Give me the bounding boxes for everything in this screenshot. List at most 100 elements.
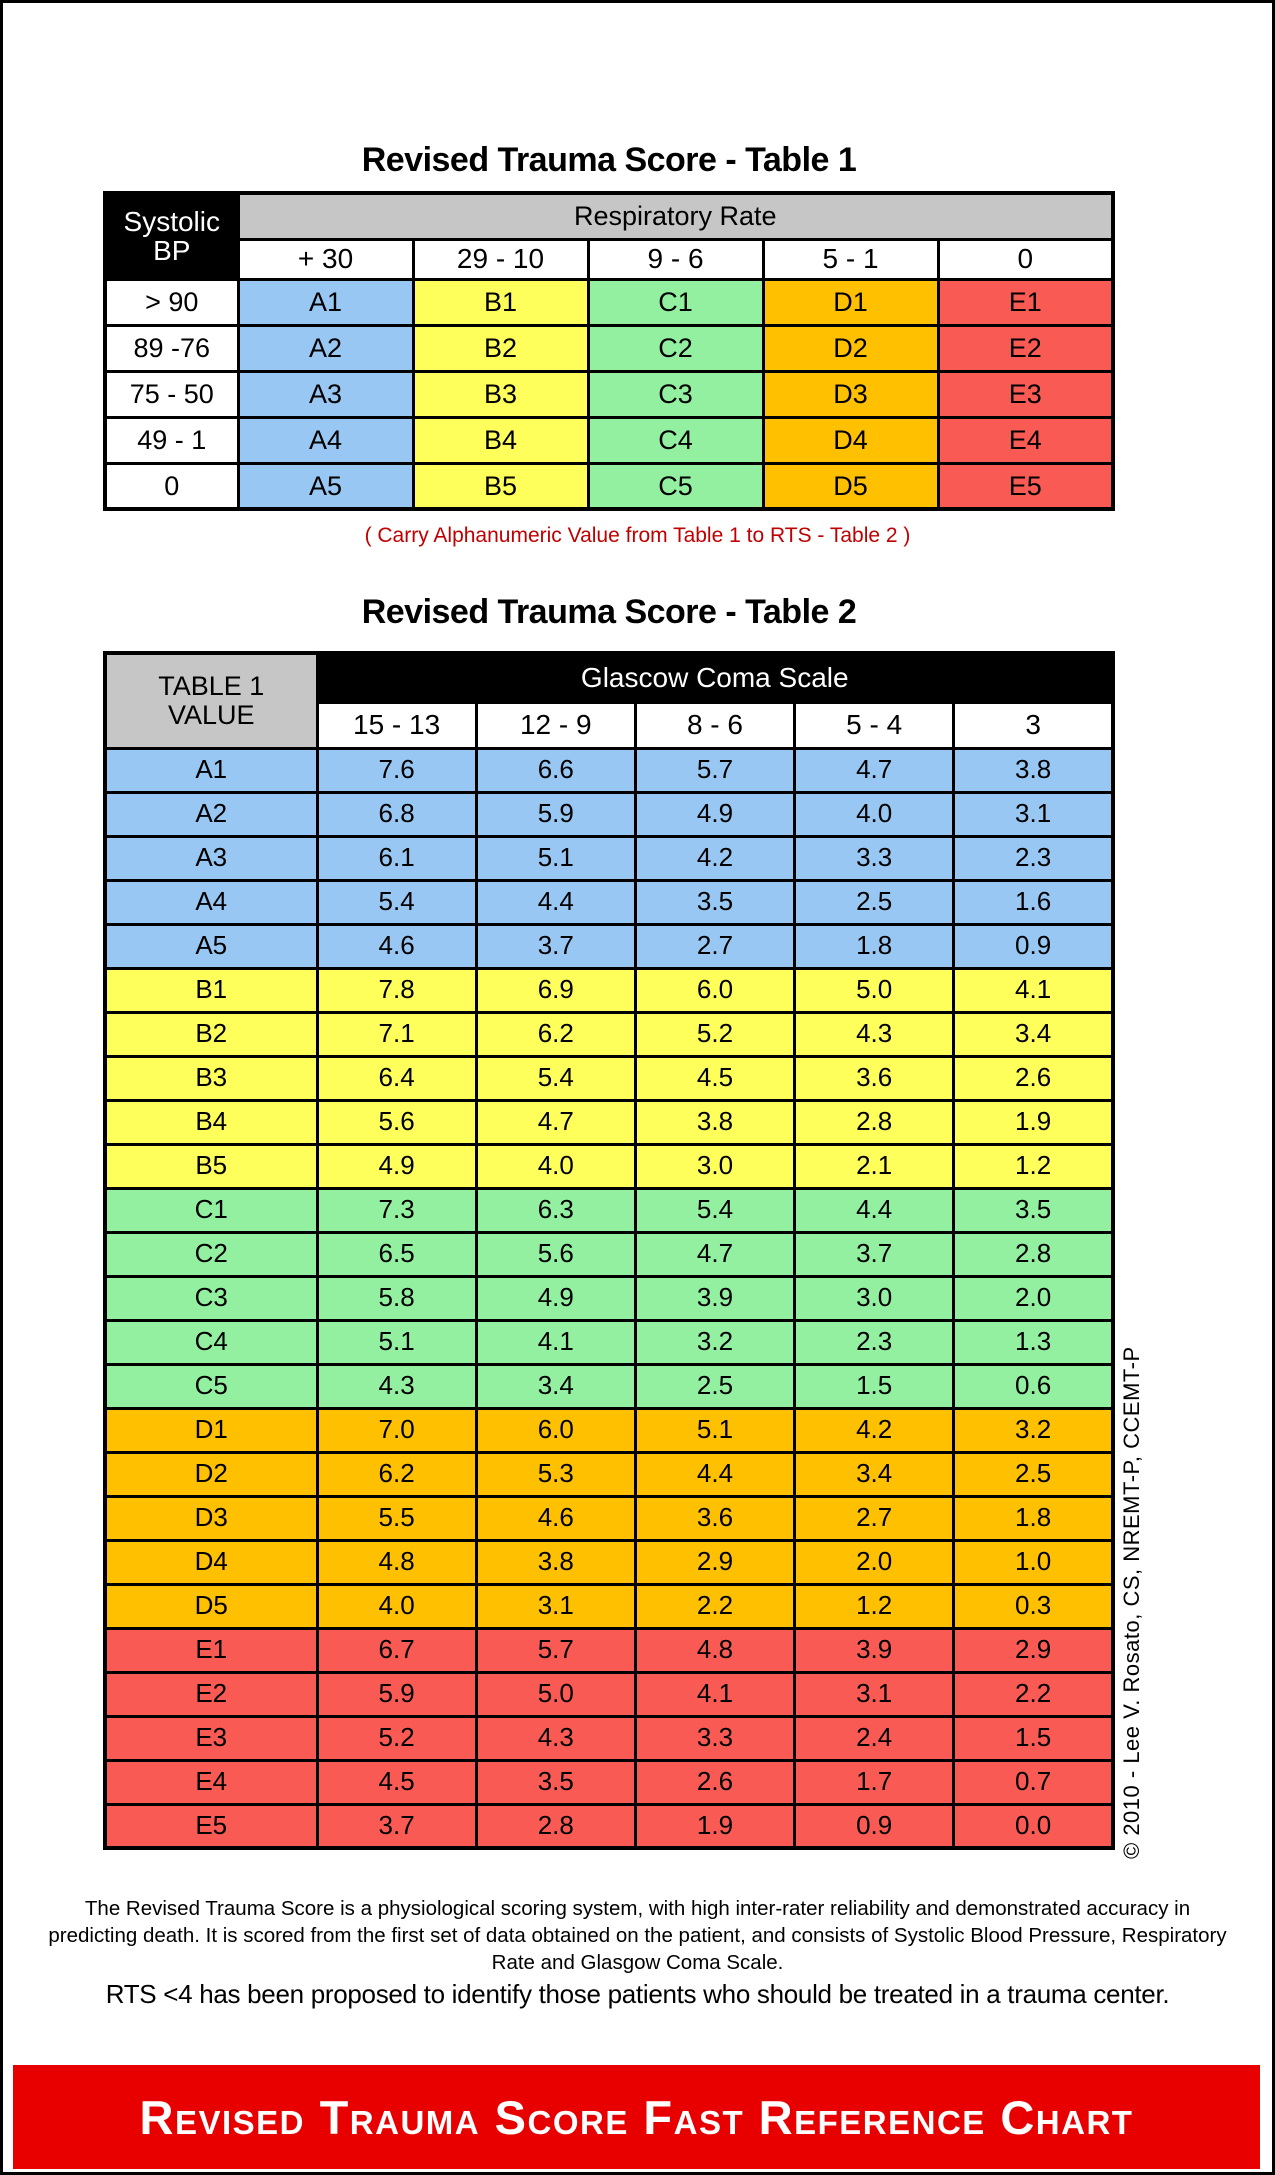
row-label: C3 <box>103 1274 319 1322</box>
value-cell: 5.1 <box>474 834 637 882</box>
value-cell: E1 <box>936 277 1115 327</box>
value-cell: 6.5 <box>315 1230 478 1278</box>
table1-body: > 90 A1 B1 C1 D1 E1 89 -76 A2 B2 C2 D2 E2 75 - 50 A3 B… <box>103 277 1115 511</box>
value-cell: 2.6 <box>952 1054 1115 1102</box>
value-cell: D5 <box>761 461 940 511</box>
value-cell: C5 <box>586 461 765 511</box>
value-cell: 0.9 <box>793 1802 956 1850</box>
table-row: A4 5.4 4.4 3.5 2.5 1.6 <box>103 878 1115 926</box>
value-cell: 4.9 <box>633 790 797 838</box>
table-row: A2 6.8 5.9 4.9 4.0 3.1 <box>103 790 1115 838</box>
value-cell: 2.4 <box>793 1714 956 1762</box>
value-cell: 4.7 <box>633 1230 797 1278</box>
value-cell: 2.0 <box>952 1274 1115 1322</box>
value-cell: 5.7 <box>633 746 797 794</box>
value-cell: 4.1 <box>952 966 1115 1014</box>
value-cell: 4.3 <box>474 1714 637 1762</box>
value-cell: 5.0 <box>793 966 956 1014</box>
table1-column-group-header: Respiratory Rate <box>236 191 1115 241</box>
value-cell: 6.2 <box>474 1010 637 1058</box>
value-cell: 0.7 <box>952 1758 1115 1806</box>
row-label: D4 <box>103 1538 319 1586</box>
value-cell: 5.1 <box>633 1406 797 1454</box>
column-header: 0 <box>936 237 1115 281</box>
row-label: B5 <box>103 1142 319 1190</box>
value-cell: 1.7 <box>793 1758 956 1806</box>
value-cell: 5.5 <box>315 1494 478 1542</box>
row-label: A1 <box>103 746 319 794</box>
value-cell: 1.3 <box>952 1318 1115 1366</box>
row-label: E1 <box>103 1626 319 1674</box>
row-label: B3 <box>103 1054 319 1102</box>
value-cell: 6.2 <box>315 1450 478 1498</box>
value-cell: 6.0 <box>633 966 797 1014</box>
value-cell: 4.8 <box>633 1626 797 1674</box>
row-label: A4 <box>103 878 319 926</box>
row-label: C1 <box>103 1186 319 1234</box>
value-cell: B5 <box>411 461 590 511</box>
value-cell: A5 <box>236 461 415 511</box>
row-label: 0 <box>103 461 240 511</box>
value-cell: C4 <box>586 415 765 465</box>
value-cell: 5.2 <box>315 1714 478 1762</box>
row-label: E5 <box>103 1802 319 1850</box>
value-cell: 4.6 <box>474 1494 637 1542</box>
value-cell: 3.3 <box>793 834 956 882</box>
table-row: 49 - 1 A4 B4 C4 D4 E4 <box>103 415 1115 465</box>
value-cell: 2.0 <box>793 1538 956 1586</box>
table-row: C2 6.5 5.6 4.7 3.7 2.8 <box>103 1230 1115 1278</box>
value-cell: 4.3 <box>315 1362 478 1410</box>
row-label: A2 <box>103 790 319 838</box>
table-row: D1 7.0 6.0 5.1 4.2 3.2 <box>103 1406 1115 1454</box>
table-row: A5 4.6 3.7 2.7 1.8 0.9 <box>103 922 1115 970</box>
value-cell: 3.8 <box>952 746 1115 794</box>
value-cell: 1.6 <box>952 878 1115 926</box>
value-cell: E2 <box>936 323 1115 373</box>
value-cell: 2.5 <box>793 878 956 926</box>
row-label: 49 - 1 <box>103 415 240 465</box>
value-cell: B1 <box>411 277 590 327</box>
table-row: E5 3.7 2.8 1.9 0.9 0.0 <box>103 1802 1115 1850</box>
table-row: A3 6.1 5.1 4.2 3.3 2.3 <box>103 834 1115 882</box>
value-cell: C3 <box>586 369 765 419</box>
value-cell: 6.9 <box>474 966 637 1014</box>
value-cell: 7.6 <box>315 746 478 794</box>
table-row: B1 7.8 6.9 6.0 5.0 4.1 <box>103 966 1115 1014</box>
value-cell: 1.9 <box>952 1098 1115 1146</box>
row-label: E3 <box>103 1714 319 1762</box>
footer-description: The Revised Trauma Score is a physiologi… <box>48 1897 1227 1974</box>
row-label: > 90 <box>103 277 240 327</box>
value-cell: 3.9 <box>633 1274 797 1322</box>
table1-row-header-line2: BP <box>153 235 191 267</box>
table1-row-header: Systolic BP <box>103 191 240 281</box>
value-cell: 4.1 <box>633 1670 797 1718</box>
value-cell: 5.6 <box>315 1098 478 1146</box>
value-cell: 3.0 <box>793 1274 956 1322</box>
value-cell: 1.5 <box>952 1714 1115 1762</box>
value-cell: 2.9 <box>952 1626 1115 1674</box>
value-cell: C2 <box>586 323 765 373</box>
value-cell: A1 <box>236 277 415 327</box>
value-cell: D2 <box>761 323 940 373</box>
value-cell: 3.7 <box>315 1802 478 1850</box>
value-cell: 3.2 <box>952 1406 1115 1454</box>
table2-column-group-header: Glascow Coma Scale <box>315 651 1115 704</box>
value-cell: E3 <box>936 369 1115 419</box>
value-cell: 2.9 <box>633 1538 797 1586</box>
table-row: E2 5.9 5.0 4.1 3.1 2.2 <box>103 1670 1115 1718</box>
value-cell: 5.8 <box>315 1274 478 1322</box>
value-cell: 4.3 <box>793 1010 956 1058</box>
value-cell: A2 <box>236 323 415 373</box>
column-header: 15 - 13 <box>315 700 478 750</box>
value-cell: 3.8 <box>633 1098 797 1146</box>
value-cell: 2.8 <box>952 1230 1115 1278</box>
value-cell: 3.4 <box>793 1450 956 1498</box>
value-cell: 2.8 <box>474 1802 637 1850</box>
value-cell: 5.0 <box>474 1670 637 1718</box>
value-cell: 3.5 <box>474 1758 637 1806</box>
value-cell: 4.1 <box>474 1318 637 1366</box>
value-cell: 5.3 <box>474 1450 637 1498</box>
row-label: A5 <box>103 922 319 970</box>
